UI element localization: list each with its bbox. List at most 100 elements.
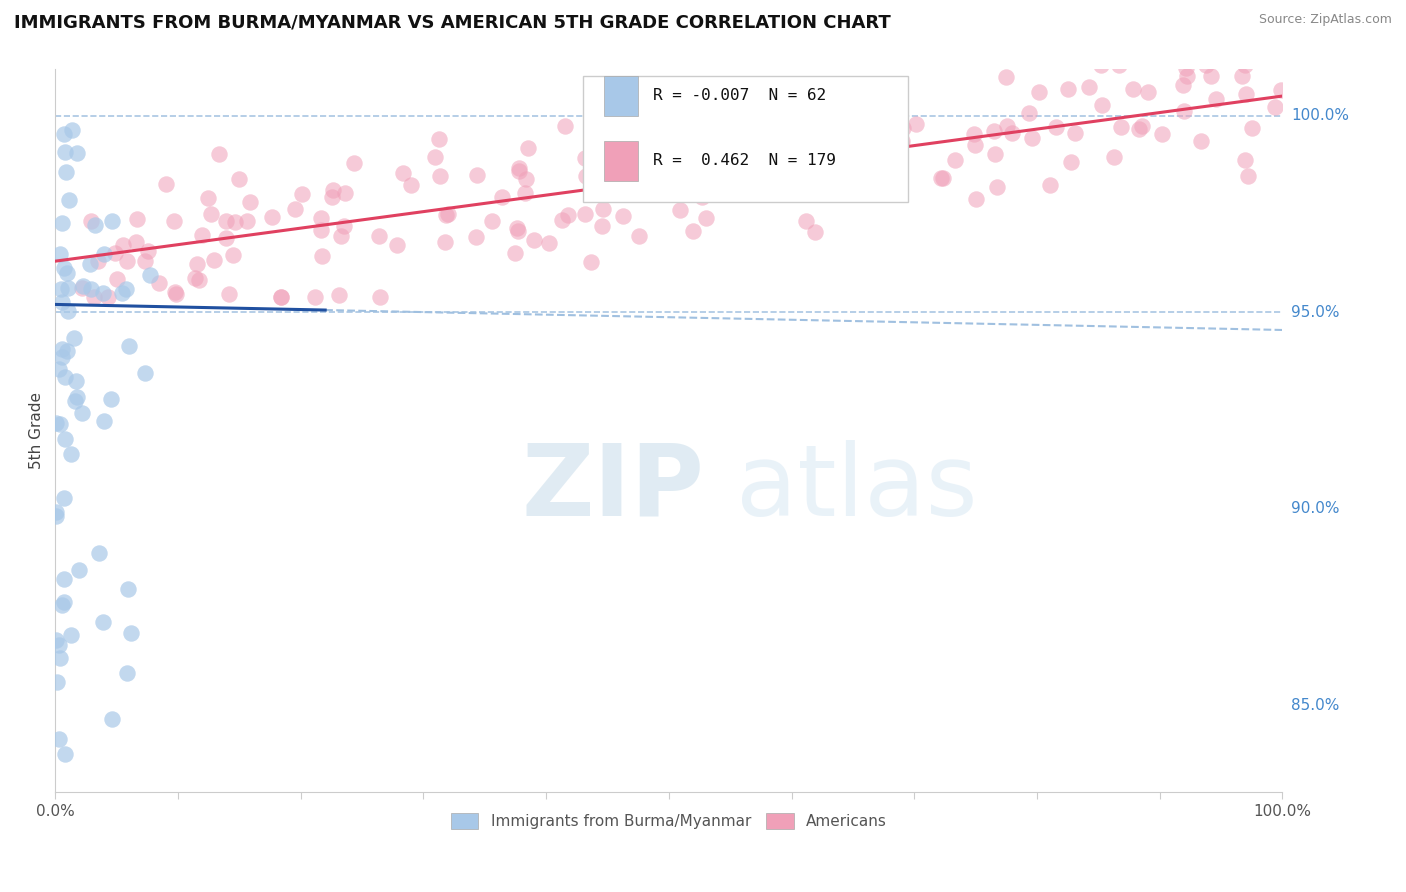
Point	[45, 505, 67, 519]
Point	[136, 244, 159, 258]
Point	[115, 282, 138, 296]
Point	[727, 120, 749, 135]
Point	[685, 184, 707, 198]
Point	[115, 253, 138, 268]
Point	[481, 213, 503, 227]
Point	[83, 218, 105, 232]
Point	[1077, 80, 1099, 95]
Point	[815, 143, 838, 157]
Point	[91, 615, 114, 629]
Point	[291, 187, 314, 202]
Point	[554, 119, 576, 133]
Point	[423, 150, 446, 164]
Point	[517, 141, 540, 155]
Point	[93, 414, 115, 428]
Point	[884, 156, 907, 170]
Point	[368, 289, 391, 303]
Text: 95.0%: 95.0%	[1291, 305, 1340, 320]
Point	[1102, 150, 1125, 164]
Point	[125, 212, 148, 227]
Point	[45, 508, 67, 523]
Point	[1122, 82, 1144, 96]
Point	[79, 282, 101, 296]
FancyBboxPatch shape	[603, 141, 638, 181]
Point	[574, 151, 596, 165]
Point	[197, 191, 219, 205]
Point	[506, 224, 529, 238]
Point	[1233, 153, 1256, 167]
Point	[387, 237, 409, 252]
Point	[134, 253, 156, 268]
Point	[808, 116, 831, 130]
Point	[775, 126, 797, 140]
Point	[49, 651, 72, 665]
Point	[58, 194, 80, 208]
Point	[112, 238, 135, 252]
Point	[138, 268, 160, 283]
Text: ZIP: ZIP	[522, 440, 704, 537]
Point	[56, 303, 79, 318]
Text: IMMIGRANTS FROM BURMA/MYANMAR VS AMERICAN 5TH GRADE CORRELATION CHART: IMMIGRANTS FROM BURMA/MYANMAR VS AMERICA…	[14, 13, 891, 31]
Point	[1018, 106, 1040, 120]
Point	[621, 180, 644, 194]
Point	[48, 362, 70, 376]
Point	[93, 247, 115, 261]
Point	[165, 286, 187, 301]
Point	[333, 219, 356, 233]
Text: 85.0%: 85.0%	[1291, 698, 1339, 713]
Point	[804, 225, 827, 239]
Point	[215, 231, 238, 245]
Point	[465, 230, 488, 244]
Point	[1270, 83, 1292, 97]
Point	[943, 153, 966, 168]
FancyBboxPatch shape	[603, 76, 638, 116]
Point	[513, 186, 536, 200]
Point	[49, 282, 72, 296]
Point	[53, 572, 76, 586]
Point	[330, 229, 353, 244]
Point	[508, 161, 530, 175]
Point	[932, 171, 955, 186]
Point	[45, 416, 67, 430]
Point	[1128, 122, 1150, 136]
Point	[592, 202, 614, 216]
Point	[188, 273, 211, 287]
Point	[505, 220, 527, 235]
Point	[827, 85, 849, 99]
Point	[1039, 178, 1062, 193]
Point	[53, 747, 76, 761]
Point	[716, 142, 738, 156]
Point	[55, 343, 77, 358]
Point	[1195, 57, 1218, 71]
Point	[399, 178, 422, 192]
Point	[1173, 104, 1195, 119]
Point	[228, 172, 250, 186]
Point	[983, 124, 1005, 138]
Point	[51, 216, 73, 230]
Point	[986, 180, 1008, 194]
Point	[148, 276, 170, 290]
Point	[53, 127, 76, 141]
Point	[60, 123, 83, 137]
Point	[682, 224, 704, 238]
Point	[1028, 85, 1050, 99]
Point	[218, 286, 240, 301]
Text: 100.0%: 100.0%	[1291, 108, 1348, 123]
Point	[91, 285, 114, 300]
Text: R =  0.462  N = 179: R = 0.462 N = 179	[652, 153, 835, 169]
Point	[890, 135, 912, 149]
Point	[155, 178, 177, 192]
Point	[51, 342, 73, 356]
Point	[759, 184, 782, 198]
Point	[523, 234, 546, 248]
Point	[46, 674, 69, 689]
Point	[55, 165, 77, 179]
Point	[754, 87, 776, 102]
Point	[434, 208, 457, 222]
Point	[1064, 126, 1087, 140]
Point	[48, 732, 70, 747]
Point	[1201, 69, 1223, 83]
Point	[202, 252, 225, 267]
Point	[89, 546, 111, 560]
Point	[778, 118, 800, 132]
